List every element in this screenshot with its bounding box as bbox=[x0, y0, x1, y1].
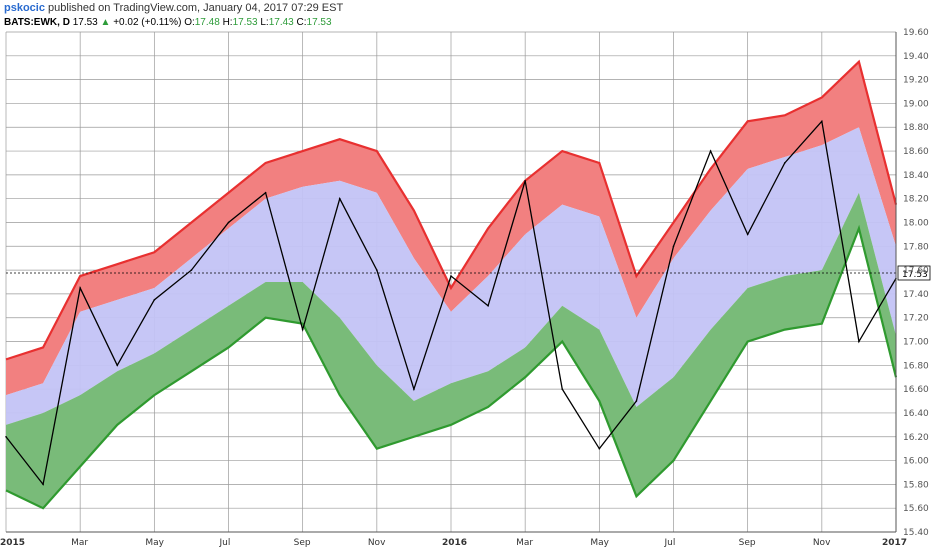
lower-band-line bbox=[5, 224, 898, 510]
published-text: published on TradingView.com, January 04… bbox=[48, 2, 344, 14]
x-tick-label: Mar bbox=[516, 538, 533, 548]
y-tick-label: 15.60 bbox=[903, 504, 929, 514]
y-tick-label: 17.80 bbox=[903, 242, 929, 252]
y-tick-label: 16.80 bbox=[903, 361, 929, 371]
open-label: O: bbox=[184, 17, 195, 28]
symbol-label[interactable]: BATS:EWK, D bbox=[4, 17, 70, 28]
y-tick-label: 16.40 bbox=[903, 409, 929, 419]
price-point bbox=[301, 328, 304, 331]
price-point bbox=[858, 340, 860, 343]
y-tick-label: 18.40 bbox=[903, 171, 929, 181]
y-tick-label: 16.60 bbox=[903, 385, 929, 395]
middle-band-area bbox=[6, 127, 896, 425]
price-point bbox=[821, 120, 823, 123]
price-point bbox=[79, 287, 81, 289]
y-tick-label: 17.40 bbox=[903, 290, 929, 300]
x-tick-label: May bbox=[145, 538, 164, 548]
close-label: C: bbox=[296, 17, 307, 28]
low-value: 17.43 bbox=[268, 17, 294, 28]
price-point bbox=[116, 364, 119, 367]
x-tick-label: Mar bbox=[71, 538, 88, 548]
price-point bbox=[746, 233, 749, 236]
x-tick-label: Jul bbox=[664, 538, 676, 548]
x-tick-label: Nov bbox=[813, 538, 831, 548]
author-name[interactable]: pskocic bbox=[4, 2, 45, 14]
symbol-legend: BATS:EWK, D 17.53 ▲ +0.02 (+0.11%) O:17.… bbox=[4, 17, 332, 28]
price-point bbox=[413, 388, 415, 390]
price-point bbox=[264, 191, 267, 194]
close-value: 17.53 bbox=[306, 17, 332, 28]
low-label: L: bbox=[260, 17, 269, 28]
price-point bbox=[709, 150, 712, 152]
y-tick-label: 15.80 bbox=[903, 480, 929, 490]
y-tick-label: 17.60 bbox=[903, 266, 929, 276]
y-tick-label: 17.20 bbox=[903, 314, 929, 324]
y-tick-label: 15.40 bbox=[903, 528, 929, 538]
price-point bbox=[5, 435, 7, 438]
high-value: 17.53 bbox=[232, 17, 258, 28]
y-tick-label: 19.20 bbox=[903, 76, 929, 86]
x-tick-label: 2016 bbox=[442, 538, 467, 548]
price-point bbox=[487, 305, 489, 307]
price-point bbox=[338, 197, 341, 200]
x-tick-label: 2015 bbox=[0, 538, 25, 548]
price-series bbox=[5, 119, 897, 486]
y-axis: 19.60 19.40 19.20 19.00 18.80 18.60 18.40 18.20… bbox=[895, 28, 929, 538]
last-price-value: 17.53 bbox=[902, 270, 928, 280]
y-tick-label: 19.40 bbox=[903, 52, 929, 62]
y-tick-label: 18.60 bbox=[903, 147, 929, 157]
price-point bbox=[524, 180, 526, 182]
x-tick-label: Nov bbox=[368, 538, 386, 548]
x-tick-label: Sep bbox=[739, 538, 756, 548]
y-tick-label: 18.00 bbox=[903, 218, 929, 228]
upper-band-line bbox=[5, 59, 898, 361]
bands bbox=[5, 59, 898, 510]
publish-header: pskocic published on TradingView.com, Ja… bbox=[4, 2, 343, 14]
price-point bbox=[153, 299, 156, 301]
y-tick-label: 18.20 bbox=[903, 195, 929, 205]
price-point bbox=[635, 400, 638, 402]
y-tick-label: 17.00 bbox=[903, 338, 929, 348]
y-tick-label: 16.00 bbox=[903, 457, 929, 467]
price-point bbox=[376, 269, 378, 271]
last-price-label: 17.53 bbox=[897, 265, 931, 281]
price-point bbox=[190, 269, 193, 271]
x-axis: 2015 Mar May Jul Sep Nov 2016 Mar May Jul Sep Nov 20… bbox=[0, 531, 907, 548]
up-arrow-icon: ▲ bbox=[100, 17, 111, 28]
price-point bbox=[783, 162, 786, 164]
y-tick-label: 16.20 bbox=[903, 433, 929, 443]
open-value: 17.48 bbox=[194, 17, 220, 28]
price-point bbox=[598, 447, 601, 450]
x-tick-label: 2017 bbox=[882, 538, 907, 548]
price-point bbox=[561, 388, 564, 390]
high-label: H: bbox=[222, 17, 233, 28]
y-tick-label: 19.60 bbox=[903, 28, 929, 38]
lower-band-area bbox=[6, 192, 896, 509]
x-tick-label: Sep bbox=[294, 538, 311, 548]
last-value: 17.53 bbox=[72, 17, 98, 28]
price-point bbox=[227, 221, 230, 224]
change-value: +0.02 (+0.11%) bbox=[113, 17, 182, 28]
y-tick-label: 18.80 bbox=[903, 123, 929, 133]
price-point bbox=[450, 275, 452, 277]
y-tick-label: 19.00 bbox=[903, 99, 929, 109]
price-point bbox=[42, 483, 44, 486]
x-tick-label: Jul bbox=[219, 538, 231, 548]
x-tick-label: May bbox=[590, 538, 609, 548]
price-point bbox=[672, 245, 675, 248]
